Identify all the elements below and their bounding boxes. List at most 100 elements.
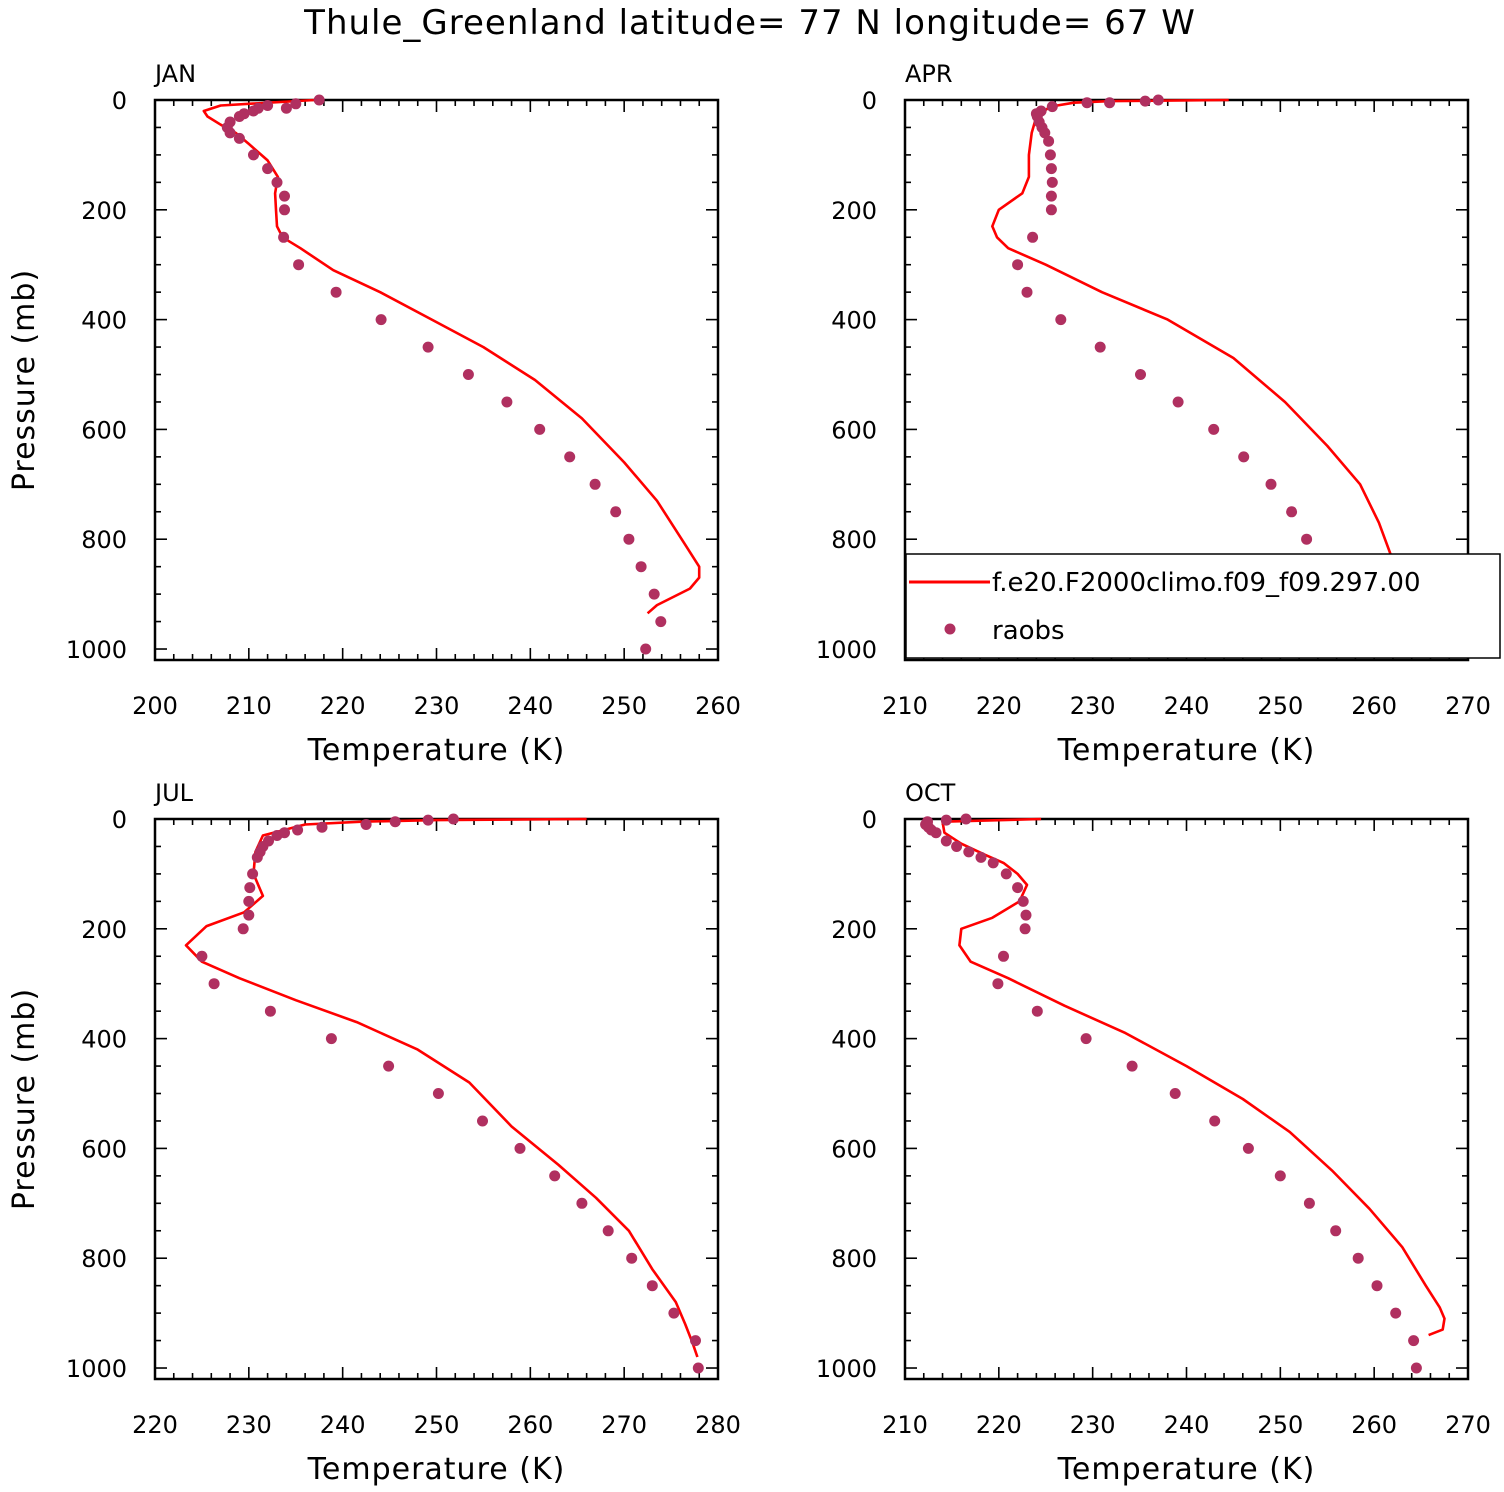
x-axis-label: Temperature (K) [307, 733, 566, 768]
obs-point [635, 561, 647, 573]
y-tick-label: 0 [112, 806, 127, 834]
obs-point [208, 978, 220, 990]
obs-point [640, 643, 652, 655]
legend-obs-marker [944, 623, 956, 635]
obs-point [668, 1307, 680, 1319]
obs-point [271, 830, 283, 841]
x-tick-label: 240 [1164, 1411, 1210, 1439]
x-tick-label: 220 [320, 692, 366, 720]
x-tick-label: 220 [976, 1411, 1022, 1439]
x-tick-label: 280 [695, 1411, 741, 1439]
y-tick-label: 200 [831, 197, 877, 225]
y-tick-label: 200 [831, 916, 877, 944]
y-tick-label: 800 [81, 526, 127, 554]
obs-point [1012, 259, 1024, 271]
panel-label: APR [905, 60, 953, 88]
obs-point [325, 1033, 337, 1045]
obs-point [1139, 95, 1151, 107]
y-axis-label: Pressure (mb) [7, 988, 42, 1210]
obs-point [389, 816, 401, 828]
obs-point [655, 616, 667, 628]
x-tick-label: 250 [601, 692, 647, 720]
obs-point [271, 176, 283, 188]
obs-point [501, 396, 513, 408]
obs-point [1080, 1033, 1092, 1045]
obs-point [1019, 923, 1031, 935]
obs-point [196, 950, 208, 962]
obs-point [963, 846, 975, 858]
panel-label: JAN [153, 60, 196, 88]
plot-frame [153, 817, 720, 1381]
obs-point [1352, 1252, 1364, 1264]
y-tick-label: 800 [831, 1245, 877, 1273]
figure-title: Thule_Greenland latitude= 77 N longitude… [303, 3, 1196, 43]
model-line [184, 817, 699, 1358]
x-tick-label: 220 [976, 692, 1022, 720]
obs-point [251, 851, 263, 863]
obs-point [626, 1252, 638, 1264]
x-tick-label: 210 [882, 1411, 928, 1439]
panel-jul: JUL 220 230 240 250 260 270 280 0 200 400 600 800 100… [7, 779, 741, 1487]
obs-point [383, 1060, 395, 1072]
x-tick-label: 260 [695, 692, 741, 720]
obs-point [1043, 135, 1055, 147]
obs-point [422, 341, 434, 353]
y-tick-label: 1000 [816, 636, 877, 664]
legend-model-label: f.e20.F2000climo.f09_f09.297.00 [992, 568, 1421, 598]
obs-point [1408, 1335, 1420, 1347]
x-tick-label: 210 [882, 692, 928, 720]
obs-point [233, 111, 245, 122]
obs-point [1031, 1005, 1043, 1017]
obs-point [1045, 163, 1057, 175]
obs-point [940, 835, 952, 847]
obs-point [960, 813, 972, 825]
obs-point [1081, 97, 1093, 109]
obs-point [1046, 101, 1058, 113]
x-tick-label: 200 [132, 692, 178, 720]
x-tick-label: 250 [1257, 692, 1303, 720]
obs-point [248, 149, 259, 161]
y-tick-label: 1000 [66, 636, 127, 664]
obs-point [330, 286, 342, 298]
obs-point [1390, 1307, 1402, 1319]
obs-point [316, 821, 328, 833]
x-tick-label: 270 [1445, 1411, 1491, 1439]
x-tick-label: 270 [1445, 692, 1491, 720]
obs-point [534, 423, 546, 435]
obs-point [293, 259, 305, 271]
legend-box [905, 553, 1501, 659]
obs-point [1169, 1088, 1181, 1099]
panel-label: OCT [905, 779, 956, 807]
x-tick-label: 210 [226, 692, 272, 720]
obs-point [690, 1335, 701, 1347]
x-tick-label: 220 [132, 1411, 178, 1439]
obs-point [648, 588, 660, 600]
obs-point [375, 314, 387, 326]
obs-point [1286, 506, 1298, 518]
legend-obs-label: raobs [992, 616, 1065, 646]
panel-label: JUL [153, 779, 194, 807]
obs-point [1135, 369, 1146, 380]
y-tick-label: 400 [81, 307, 127, 335]
obs-point [987, 857, 999, 869]
x-axis-label: Temperature (K) [1057, 733, 1316, 768]
y-tick-label: 400 [831, 307, 877, 335]
obs-point [992, 978, 1004, 990]
panel-oct: OCT 210 220 230 240 250 260 270 0 200 400 600 800 100… [816, 779, 1491, 1487]
obs-point [244, 882, 256, 894]
obs-point [243, 909, 255, 921]
plot-frame [903, 817, 1470, 1381]
obs-point [1094, 341, 1106, 353]
y-tick-label: 400 [831, 1026, 877, 1054]
legend: f.e20.F2000climo.f09_f09.297.00 raobs [905, 553, 1501, 659]
x-tick-label: 230 [414, 692, 460, 720]
x-tick-label: 260 [507, 1411, 553, 1439]
obs-point [313, 94, 325, 106]
y-tick-label: 1000 [66, 1355, 127, 1383]
obs-point [290, 98, 302, 110]
obs-point [247, 868, 259, 880]
y-tick-label: 0 [862, 806, 877, 834]
obs-point [447, 813, 459, 825]
obs-point [462, 369, 474, 380]
